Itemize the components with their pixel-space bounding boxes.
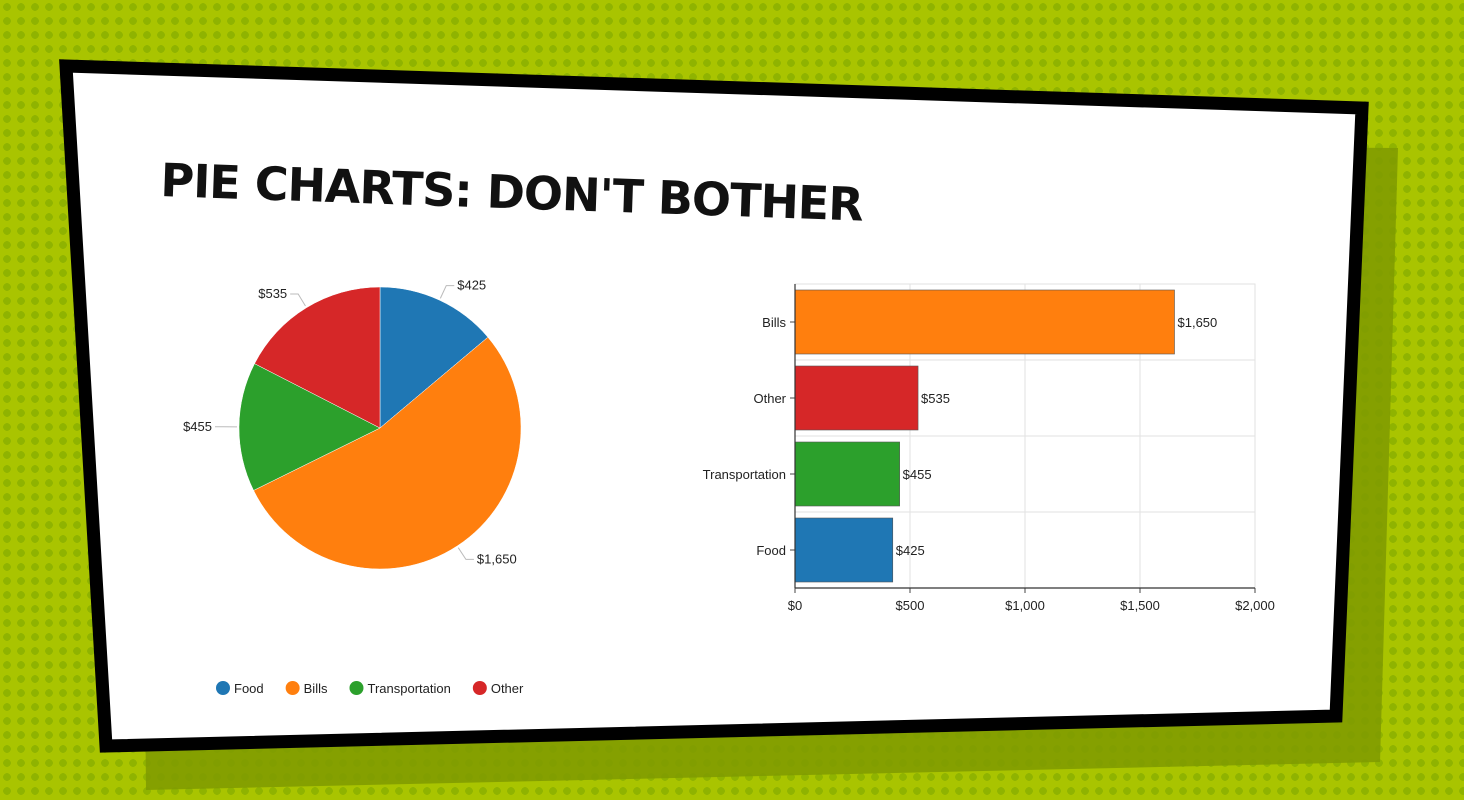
card-panel: [59, 59, 1369, 753]
x-tick-label: $2,000: [1235, 598, 1275, 613]
pie-data-label: $455: [183, 419, 212, 434]
bar-value-label: $425: [896, 543, 925, 558]
legend-label: Other: [491, 681, 524, 696]
legend-swatch: [349, 681, 364, 695]
pie-chart: $425 $1,650 $455 $535: [183, 278, 522, 570]
bar-bills: [794, 289, 1175, 355]
x-tick-label: $1,500: [1120, 598, 1160, 613]
pie-slice-other: [254, 286, 381, 429]
bar-value-label: $455: [903, 467, 932, 482]
y-category-label: Other: [753, 391, 786, 406]
pie-data-label: $535: [258, 286, 287, 301]
pie-slice-bills: [253, 336, 522, 570]
legend-label: Bills: [304, 681, 328, 696]
x-tick-label: $0: [788, 598, 802, 613]
legend-label: Food: [234, 681, 264, 696]
bar-value-label: $1,650: [1178, 315, 1218, 330]
legend-label: Transportation: [367, 681, 450, 696]
pie-slice-transportation: [238, 363, 381, 491]
y-category-label: Food: [756, 543, 786, 558]
bar-transportation: [794, 441, 900, 507]
pie-data-label: $1,650: [477, 551, 517, 566]
legend-swatch: [472, 681, 487, 695]
legend-swatch: [216, 681, 230, 695]
y-category-label: Transportation: [703, 467, 786, 482]
legend-item-transportation[interactable]: Transportation: [349, 681, 451, 696]
bar-other: [794, 365, 919, 431]
pie-legend: Food Bills Transportation Other: [216, 681, 524, 696]
bar-food: [794, 517, 894, 583]
legend-swatch: [285, 681, 300, 695]
x-tick-label: $1,000: [1005, 598, 1045, 613]
legend-item-food[interactable]: Food: [216, 681, 264, 696]
bar-chart: $0 $500 $1,000 $1,500 $2,000 $1,650 Bills $535 O…: [703, 283, 1275, 613]
pie-data-label: $425: [457, 278, 486, 293]
bar-value-label: $535: [921, 391, 950, 406]
legend-item-other[interactable]: Other: [472, 681, 524, 696]
pie-leader-line: [457, 547, 474, 560]
y-category-label: Bills: [762, 315, 786, 330]
x-tick-label: $500: [896, 598, 925, 613]
legend-item-bills[interactable]: Bills: [285, 681, 328, 696]
pie-leader-line: [439, 285, 455, 299]
pie-slice-food: [379, 286, 489, 429]
pie-leader-line: [290, 293, 306, 307]
